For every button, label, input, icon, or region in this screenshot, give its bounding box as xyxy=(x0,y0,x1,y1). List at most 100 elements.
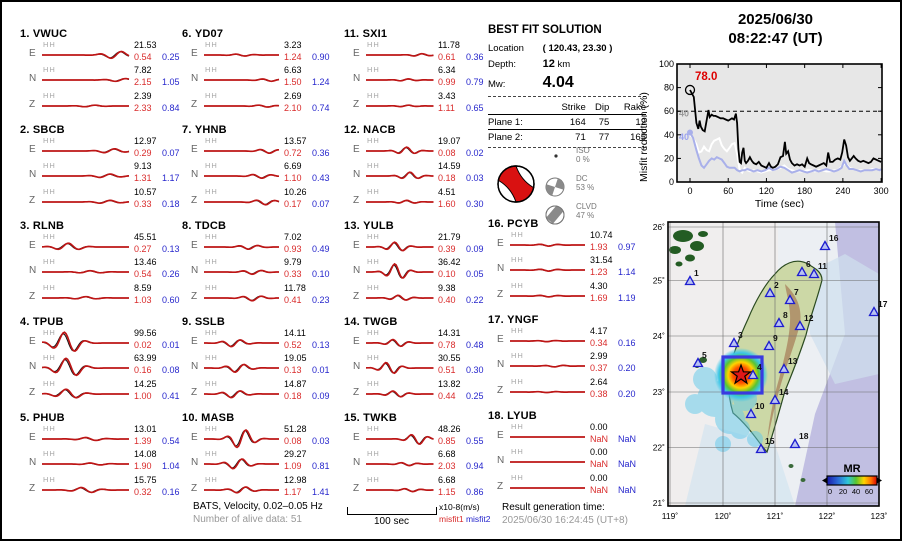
misfit1-value: 0.39 xyxy=(438,244,456,254)
component-label: E xyxy=(497,238,504,249)
waveform-plot xyxy=(510,390,585,394)
misfit2-value: 0.30 xyxy=(466,198,484,209)
peak-amplitude: 13.82 xyxy=(438,378,461,389)
channel-label: HH xyxy=(367,186,380,196)
station-name: LYUB xyxy=(507,410,537,422)
waveform-row: E HH 7.02 0.93 0.49 xyxy=(178,232,342,260)
component-label: Z xyxy=(29,194,36,206)
inversion-grid-square xyxy=(721,355,764,395)
station-number: 2. xyxy=(20,124,30,136)
peak-amplitude: 0.00 xyxy=(590,447,608,458)
peak-amplitude: 4.17 xyxy=(590,326,608,336)
channel-label: HH xyxy=(43,449,56,459)
misfit2-value: 1.04 xyxy=(162,461,180,472)
misfit2-value: NaN xyxy=(618,434,637,444)
svg-text:60: 60 xyxy=(664,106,674,116)
peak-amplitude: 11.78 xyxy=(438,40,460,50)
peak-amplitude: 2.39 xyxy=(134,90,152,101)
station-block: 17. YNGF E HH 4.17 0.34 0.16 N HH 2.99 0… xyxy=(484,314,648,410)
station-marker xyxy=(745,408,757,419)
misfit1-value: 0.10 xyxy=(438,269,456,280)
misfit2-value: 0.30 xyxy=(466,365,484,376)
waveform-plot xyxy=(366,171,434,180)
channel-label: HH xyxy=(205,353,218,363)
alive-data-count: Number of alive data: 51 xyxy=(193,514,302,525)
waveform-plot xyxy=(366,199,434,204)
waveform-plot xyxy=(366,104,434,108)
waveform-plot xyxy=(510,461,585,464)
misfit1-value: 1.09 xyxy=(284,461,302,472)
misfit2-value: 0.26 xyxy=(162,269,180,280)
misfit2-value: 0.08 xyxy=(162,365,180,376)
misfit2-value: 0.74 xyxy=(312,102,330,113)
misfit2-value: 0.13 xyxy=(162,244,180,254)
misfit2-value: NaN xyxy=(618,459,637,470)
waveform-plot xyxy=(42,199,130,204)
channel-label: HH xyxy=(43,161,56,171)
peak-amplitude: 36.42 xyxy=(438,257,461,268)
waveform-plot xyxy=(366,462,434,467)
station-marker-label: 13 xyxy=(788,356,798,366)
component-label: N xyxy=(353,73,361,85)
station-number: 17. xyxy=(488,314,504,326)
peak-amplitude: 21.79 xyxy=(438,232,461,242)
svg-text:25˚: 25˚ xyxy=(653,276,665,286)
channel-label: HH xyxy=(511,280,524,290)
peak-amplitude: 3.23 xyxy=(284,40,302,50)
component-label: N xyxy=(353,169,361,181)
component-label: Z xyxy=(191,98,198,110)
misfit1-value: 2.15 xyxy=(134,77,152,88)
channel-label: HH xyxy=(43,328,56,337)
peak-amplitude: 15.75 xyxy=(134,474,157,485)
svg-text:0: 0 xyxy=(687,186,692,196)
station-block: 6. YD07 E HH 3.23 1.24 0.90 N HH 6.63 1.… xyxy=(178,28,342,124)
clvd-icon xyxy=(545,204,566,225)
station-marker xyxy=(769,394,781,405)
channel-label: HH xyxy=(43,65,56,75)
epicenter-star xyxy=(729,363,753,385)
best-fit-solution-panel: BEST FIT SOLUTION Location ( 120.43, 23.… xyxy=(488,24,646,225)
station-name: TWKB xyxy=(363,412,397,424)
station-name: YHNB xyxy=(194,124,227,136)
component-label: E xyxy=(191,48,198,59)
component-label: E xyxy=(29,144,36,155)
channel-label: HH xyxy=(367,474,380,484)
waveform-plot xyxy=(204,270,279,276)
misfit1-value: 0.27 xyxy=(134,244,152,254)
peak-amplitude: 3.43 xyxy=(438,90,456,101)
station-number: 6. xyxy=(182,28,192,40)
misfit1-value: 0.51 xyxy=(438,365,456,376)
dc-icon xyxy=(545,177,565,197)
peak-amplitude: 10.26 xyxy=(284,186,307,197)
waveform-row: E HH 21.53 0.54 0.25 xyxy=(16,40,180,68)
station-number: 16. xyxy=(488,218,504,230)
waveform-plot xyxy=(366,146,434,155)
misfit1-value: 1.31 xyxy=(134,173,152,184)
station-number: 18. xyxy=(488,410,504,422)
channel-label: HH xyxy=(43,282,56,292)
depth-label: Depth: xyxy=(488,59,516,70)
station-marker-label: 9 xyxy=(773,333,778,343)
waveform-row: N HH 31.54 1.23 1.14 xyxy=(484,255,648,283)
misfit1-value: 0.44 xyxy=(438,390,456,401)
waveform-row: N HH 9.79 0.33 0.10 xyxy=(178,257,342,285)
waveform-plot xyxy=(204,104,280,108)
waveform-row: N HH 2.99 0.37 0.20 xyxy=(484,351,648,379)
svg-text:122˚: 122˚ xyxy=(818,511,835,521)
component-label: N xyxy=(353,361,361,373)
time-scale-label: 100 sec xyxy=(374,516,410,527)
station-marker-label: 17 xyxy=(878,299,888,309)
misfit1-value: 0.18 xyxy=(438,173,456,184)
mw-value: 4.04 xyxy=(542,74,574,91)
misfit2-value: NaN xyxy=(618,484,637,495)
peak-amplitude: 14.31 xyxy=(438,328,461,338)
waveform-plot xyxy=(366,362,434,375)
misfit1-value: 0.40 xyxy=(438,294,456,305)
strike-header: Strike xyxy=(545,100,586,115)
svg-text:100: 100 xyxy=(659,59,674,69)
misfit1-value: 2.03 xyxy=(438,461,456,472)
waveform-plot xyxy=(42,436,129,442)
event-datetime: 2025/06/30 08:22:47 (UT) xyxy=(647,10,900,48)
peak-amplitude: 0.00 xyxy=(590,422,608,432)
